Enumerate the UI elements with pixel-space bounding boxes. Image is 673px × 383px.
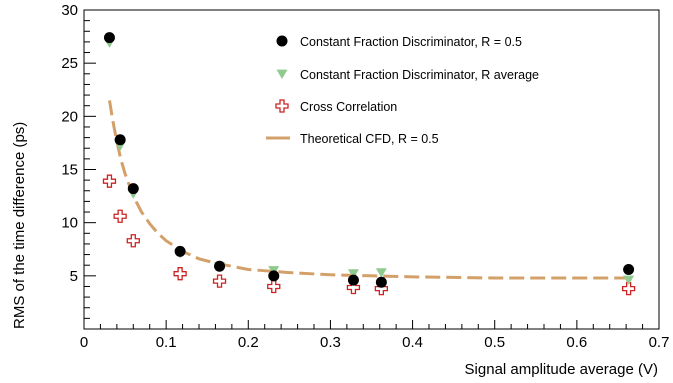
x-tick-label: 0.4	[402, 334, 423, 351]
data-point	[212, 274, 227, 288]
data-point	[103, 32, 115, 44]
data-point	[113, 209, 127, 223]
x-tick-label: 0.6	[566, 334, 587, 351]
legend-marker	[276, 35, 288, 47]
data-point	[623, 263, 635, 275]
data-point	[268, 270, 280, 282]
data-point	[174, 245, 186, 257]
data-point	[375, 276, 387, 288]
axis-ticks	[83, 9, 660, 329]
y-tick-label: 25	[61, 55, 78, 72]
series-dashed-line	[108, 100, 629, 280]
data-point	[347, 269, 359, 279]
tick-labels: 0 0.1 0.2 0.3 0.4 0.5 0.6 0.7 5 10 15 20 25 30	[61, 2, 669, 351]
data-point	[267, 279, 281, 294]
y-tick-label: 20	[61, 108, 78, 125]
x-tick-label: 0.2	[238, 334, 259, 351]
legend-marker	[276, 69, 288, 79]
data-point	[127, 183, 139, 195]
y-tick-label: 5	[70, 268, 78, 285]
legend-label: Cross Correlation	[300, 100, 397, 114]
x-axis-label: Signal amplitude average (V)	[465, 361, 658, 378]
legend-marker	[275, 99, 289, 113]
data-point	[347, 274, 359, 286]
data-point	[621, 281, 636, 296]
series-circle	[103, 32, 635, 288]
data-point	[214, 260, 226, 272]
theoretical-curve	[108, 100, 629, 280]
y-tick-label: 30	[61, 2, 78, 19]
series-layer	[102, 32, 636, 296]
x-tick-label: 0.5	[484, 334, 505, 351]
data-point	[173, 267, 187, 281]
legend: Constant Fraction Discriminator, R = 0.5…	[266, 35, 539, 146]
data-point	[126, 234, 140, 248]
x-tick-label: 0.3	[320, 334, 341, 351]
data-point	[346, 280, 361, 295]
x-tick-label: 0	[80, 334, 88, 351]
data-point	[102, 174, 117, 188]
y-tick-label: 10	[61, 215, 78, 232]
plot-frame	[83, 9, 660, 330]
data-point	[375, 268, 387, 278]
data-point	[114, 134, 126, 146]
data-point	[623, 275, 635, 286]
legend-label: Constant Fraction Discriminator, R = 0.5	[300, 35, 522, 49]
y-tick-label: 15	[61, 162, 78, 179]
y-axis-label: RMS of the time difference (ps)	[11, 122, 28, 329]
x-tick-label: 0.7	[649, 334, 670, 351]
x-tick-label: 0.1	[156, 334, 177, 351]
legend-label: Constant Fraction Discriminator, R avera…	[300, 68, 539, 82]
legend-label: Theoretical CFD, R = 0.5	[300, 132, 439, 146]
